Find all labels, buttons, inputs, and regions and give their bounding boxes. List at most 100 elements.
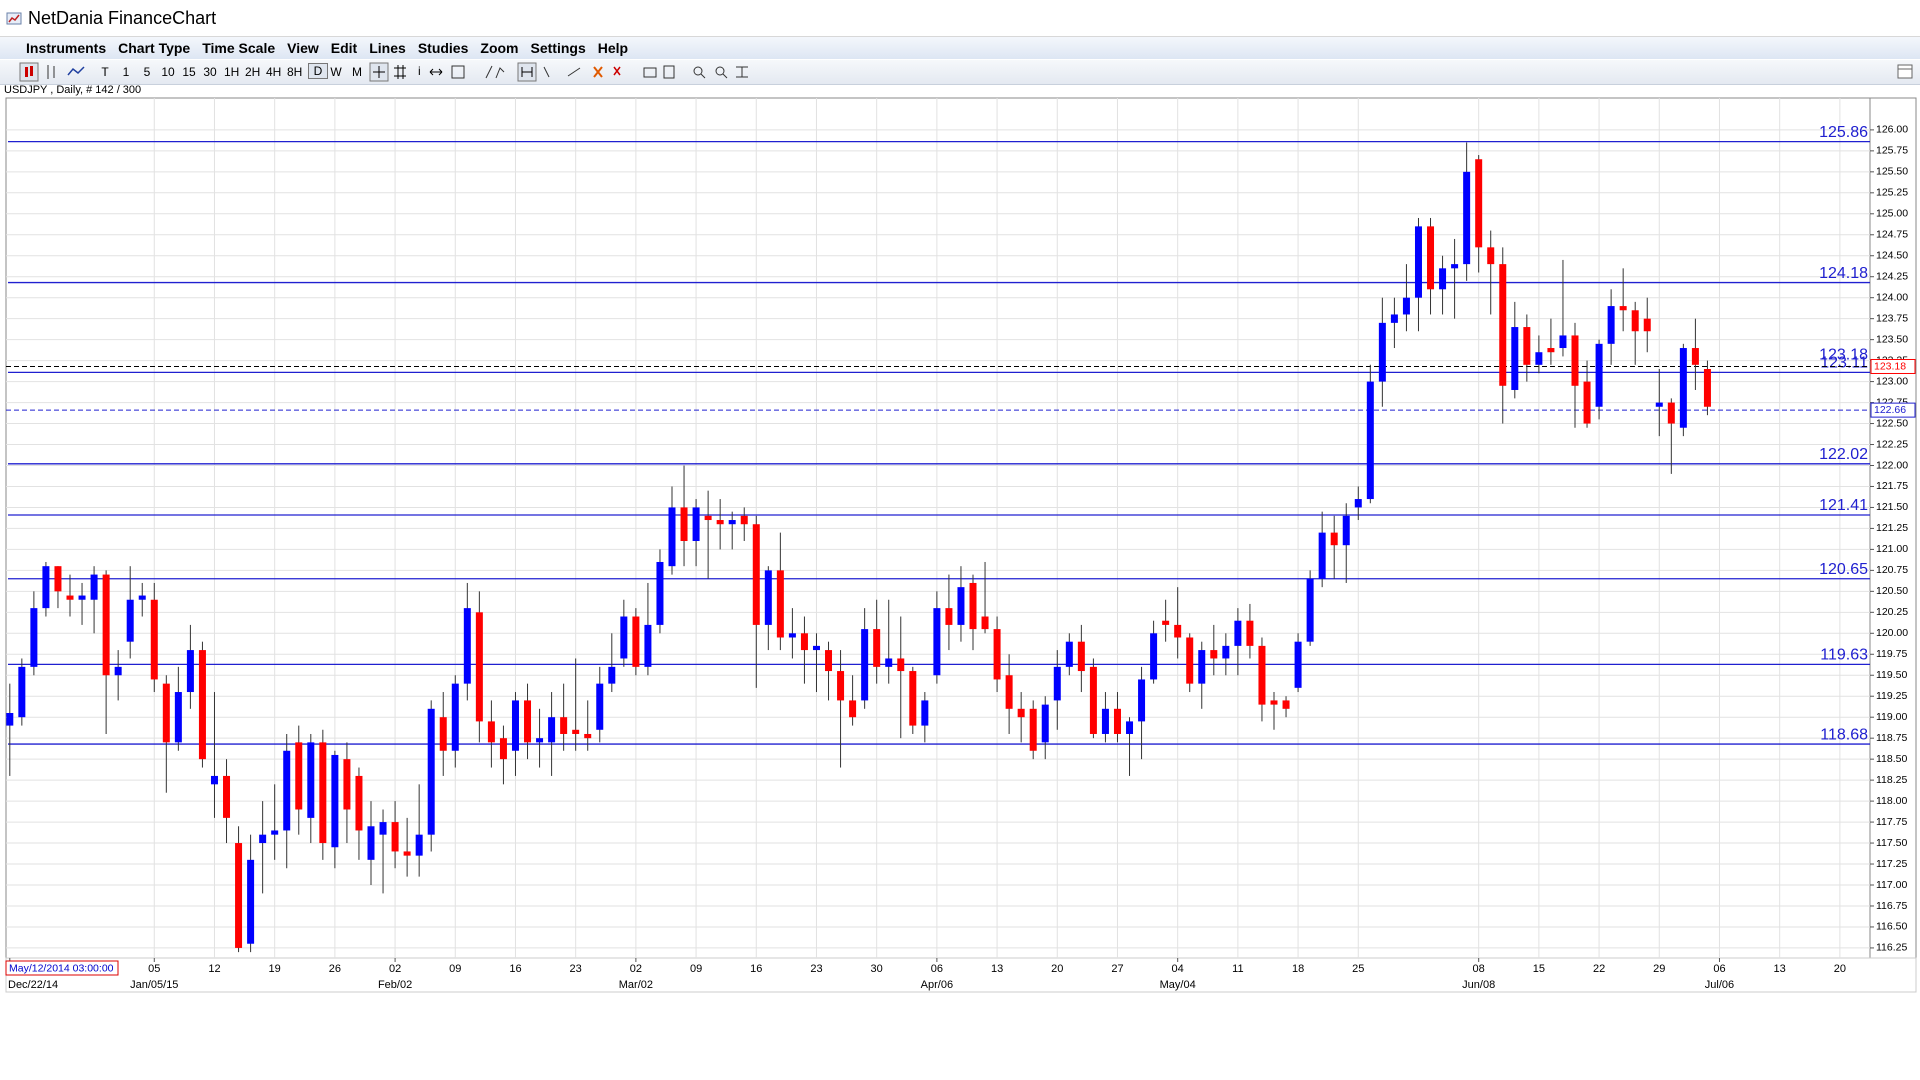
candle-body bbox=[849, 700, 857, 718]
menu-item[interactable]: Zoom bbox=[480, 40, 519, 56]
candle-body bbox=[247, 859, 255, 944]
y-tick-label: 116.25 bbox=[1876, 942, 1907, 954]
level-label: 121.41 bbox=[1819, 497, 1868, 514]
y-tick-label: 122.00 bbox=[1876, 459, 1908, 471]
timeframe-button[interactable]: 1H bbox=[224, 65, 240, 79]
candle-body bbox=[1535, 352, 1543, 365]
candle-body bbox=[1595, 343, 1603, 407]
y-tick-label: 119.50 bbox=[1876, 669, 1907, 681]
candle-body bbox=[331, 754, 339, 848]
menu-item[interactable]: Studies bbox=[417, 40, 469, 56]
candle-body bbox=[1427, 226, 1435, 290]
timeframe-button[interactable]: 4H bbox=[266, 65, 282, 79]
candle-body bbox=[1451, 264, 1459, 269]
y-tick-label: 123.25 bbox=[1876, 354, 1908, 366]
candle-body bbox=[656, 561, 664, 625]
candle-body bbox=[259, 834, 267, 844]
x-tick-label: 09 bbox=[690, 963, 702, 975]
candle-body bbox=[1294, 641, 1302, 688]
menu-item[interactable]: Edit bbox=[330, 40, 358, 56]
candle-body bbox=[511, 700, 519, 751]
candle-body bbox=[90, 574, 98, 600]
tool-icons[interactable]: i bbox=[368, 60, 768, 84]
x-tick-label: 30 bbox=[871, 963, 883, 975]
marker-price-tag: 122.66 bbox=[1874, 404, 1906, 416]
candle-body bbox=[560, 717, 568, 734]
menu-item[interactable]: Instruments bbox=[26, 40, 107, 56]
candle-body bbox=[668, 507, 676, 567]
y-tick-label: 122.75 bbox=[1876, 396, 1908, 408]
timeframe-button[interactable]: T bbox=[101, 65, 109, 79]
x-tick-label: 06 bbox=[931, 963, 943, 975]
candle-body bbox=[885, 658, 893, 667]
y-tick-label: 121.75 bbox=[1876, 480, 1908, 492]
timeframe-button[interactable]: 1 bbox=[122, 65, 130, 79]
candle-body bbox=[1523, 327, 1531, 365]
chart-style-icons[interactable] bbox=[18, 60, 108, 84]
timeframe-button[interactable]: 2H bbox=[245, 65, 261, 79]
window-title: NetDania FinanceChart bbox=[28, 8, 217, 28]
candle-body bbox=[271, 830, 279, 835]
title-bar: NetDania FinanceChart bbox=[0, 0, 1920, 37]
y-tick-label: 118.00 bbox=[1876, 795, 1907, 807]
candle-body bbox=[295, 742, 303, 810]
y-tick-label: 117.75 bbox=[1876, 816, 1907, 828]
y-tick-label: 120.00 bbox=[1876, 627, 1908, 639]
candle-body bbox=[969, 582, 977, 630]
level-label: 122.02 bbox=[1819, 446, 1868, 463]
candle-body bbox=[620, 616, 628, 659]
candle-body bbox=[1691, 348, 1699, 365]
candle-body bbox=[692, 507, 700, 542]
panel-icon[interactable] bbox=[1896, 63, 1914, 81]
candle-body bbox=[1571, 335, 1579, 386]
candle-body bbox=[1354, 499, 1362, 508]
x-tick-label: 23 bbox=[810, 963, 822, 975]
candle-body bbox=[1547, 348, 1555, 353]
candle-body bbox=[1414, 226, 1422, 298]
menu-item[interactable]: Time Scale bbox=[202, 40, 276, 56]
candle-body bbox=[114, 666, 122, 676]
candle-body bbox=[1703, 369, 1711, 407]
period-label: Jan/05/15 bbox=[130, 979, 178, 991]
level-label: 118.68 bbox=[1820, 726, 1868, 743]
y-tick-label: 125.50 bbox=[1876, 166, 1908, 178]
timeframe-button[interactable]: 5 bbox=[143, 65, 151, 79]
timeframe-button[interactable]: 10 bbox=[161, 65, 175, 79]
timeframe-button[interactable]: 30 bbox=[203, 65, 217, 79]
candle-body bbox=[102, 574, 110, 676]
menu-item[interactable]: Help bbox=[597, 40, 629, 56]
candle-body bbox=[54, 566, 62, 592]
timeframe-button[interactable]: 15 bbox=[182, 65, 196, 79]
candle-body bbox=[403, 851, 411, 856]
level-label: 123.11 bbox=[1820, 355, 1868, 372]
x-tick-label: 11 bbox=[1232, 963, 1243, 975]
period-label: May/04 bbox=[1160, 979, 1196, 991]
timeframe-button[interactable]: M bbox=[352, 65, 362, 79]
menu-item[interactable]: Chart Type bbox=[118, 40, 191, 56]
y-tick-label: 123.00 bbox=[1876, 375, 1908, 387]
level-label: 125.86 bbox=[1819, 124, 1868, 141]
candle-body bbox=[6, 713, 14, 726]
timeframe-button[interactable]: W bbox=[330, 65, 342, 79]
candle-body bbox=[439, 717, 447, 751]
x-tick-label: 25 bbox=[1352, 963, 1364, 975]
menu-item[interactable]: View bbox=[287, 40, 319, 56]
candle-body bbox=[800, 633, 808, 651]
y-tick-label: 120.50 bbox=[1876, 585, 1908, 597]
candle-body bbox=[1017, 708, 1025, 718]
time-axis bbox=[5, 957, 1917, 993]
candle-body bbox=[427, 708, 435, 835]
candle-body bbox=[1390, 314, 1398, 323]
candle-body bbox=[307, 742, 315, 818]
menu-bar: Instruments Chart Type Time Scale View Edit L… bbox=[0, 37, 1920, 59]
menu-item[interactable]: Lines bbox=[369, 40, 406, 56]
timeframe-button[interactable]: D bbox=[308, 63, 328, 79]
candle-body bbox=[487, 721, 495, 743]
candle-body bbox=[42, 566, 50, 609]
timeframe-button[interactable]: 8H bbox=[287, 65, 303, 79]
candle-body bbox=[319, 742, 327, 844]
candle-body bbox=[126, 599, 134, 642]
menu-item[interactable]: Settings bbox=[530, 40, 586, 56]
candle-body bbox=[1583, 381, 1591, 424]
